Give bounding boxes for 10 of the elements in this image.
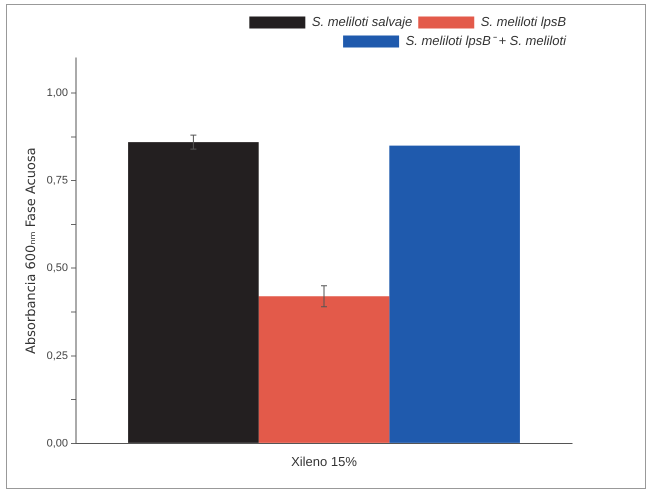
y-tick-label: 0,50 [46, 262, 68, 274]
y-tick-label: 1,00 [46, 87, 68, 100]
y-axis-title: Absorbancia 600ₙₘ Fase Acuosa [24, 147, 40, 354]
legend-label: S. meliloti lpsB [480, 14, 566, 30]
y-tick-label: 0,25 [46, 350, 68, 362]
y-tick-label: 0,75 [46, 174, 68, 187]
y-tick-label: 0,00 [46, 437, 68, 450]
legend-label: S. meliloti lpsB⁻ + S. meliloti [406, 33, 568, 48]
legend-label: S. meliloti salvaje [312, 14, 412, 30]
x-tick-label: Xileno 15% [291, 454, 358, 469]
